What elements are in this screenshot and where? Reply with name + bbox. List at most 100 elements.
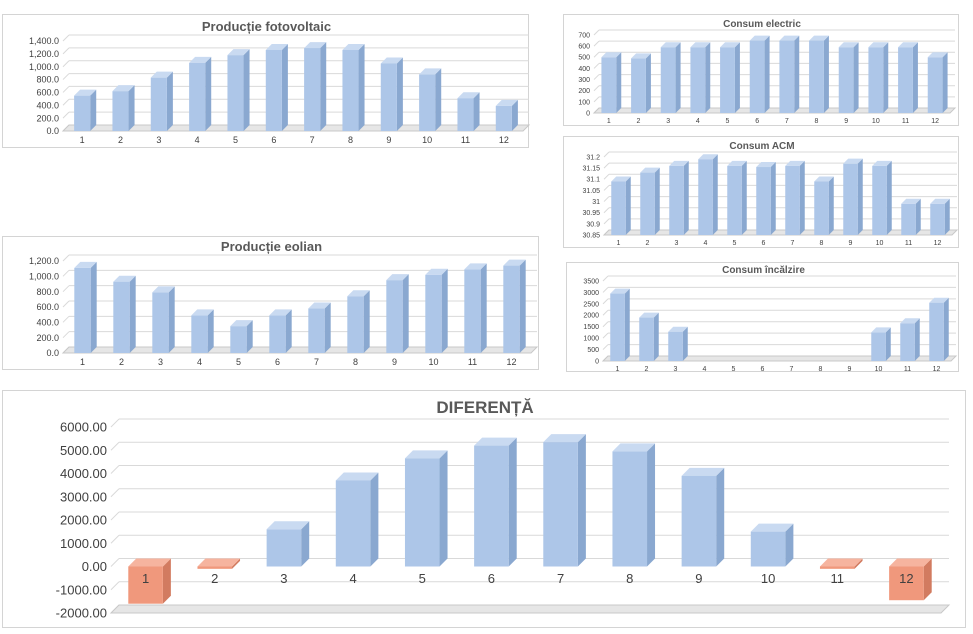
bar-face (750, 531, 786, 567)
chart-eolian: Producție eolian 0.0 200.0 400.0 600.0 800.0 1… (29, 239, 539, 367)
y-tick-label: 800.0 (36, 287, 59, 297)
x-tick-label: 6 (762, 240, 766, 247)
y-tick-label: 200.0 (36, 113, 59, 123)
x-tick-label: 4 (197, 357, 202, 367)
x-tick-label: 7 (790, 366, 794, 373)
bar-top (610, 288, 630, 294)
x-tick-label: 6 (755, 118, 759, 125)
y-tick-label: 3000 (583, 290, 599, 297)
x-tick-label: 12 (499, 135, 509, 145)
chart-floor (61, 346, 539, 354)
bar-face (112, 91, 129, 131)
x-tick-label: 1 (80, 357, 85, 367)
gridline-depth (602, 275, 609, 282)
bar-side (168, 286, 175, 353)
bar (342, 44, 365, 131)
x-tick-label: 11 (461, 135, 470, 145)
bar (900, 318, 920, 361)
x-tick-label: 3 (675, 240, 679, 247)
bar-side (162, 558, 171, 604)
bar-face (698, 159, 713, 235)
chart-floor (602, 229, 959, 236)
bar-top (749, 35, 770, 41)
gridline-depth (110, 418, 120, 428)
bar-side (923, 558, 932, 601)
bar-top (197, 558, 241, 567)
bar (191, 309, 214, 353)
x-tick-label: 3 (156, 135, 161, 145)
chart-title: Producție eolian (221, 239, 322, 254)
y-tick-label: 0 (586, 110, 590, 117)
x-tick-label: 8 (348, 135, 353, 145)
y-tick-label: 1,000.0 (29, 271, 59, 281)
x-tick-label: 9 (392, 357, 397, 367)
gridline-depth (62, 98, 70, 106)
x-tick-label: 8 (353, 357, 358, 367)
bar (889, 558, 932, 601)
gridline-depth (602, 298, 609, 305)
y-tick-label: 30.85 (582, 232, 600, 239)
bar-top (631, 53, 651, 59)
bar-face (727, 165, 742, 235)
chart-consum-incalzire: Consum încălzire 0 500 1000 1500 2000 2500 3000… (583, 265, 958, 373)
gridline-depth (603, 185, 610, 191)
y-tick-label: 3000.00 (60, 489, 107, 504)
y-tick-label: 0.0 (46, 126, 59, 136)
x-tick-label: 9 (849, 240, 853, 247)
gridline-depth (62, 254, 70, 262)
gridline-depth (62, 331, 70, 339)
bar-face (668, 331, 683, 361)
x-tick-label: 10 (875, 366, 883, 373)
bar (474, 437, 517, 567)
bar-face (404, 458, 440, 567)
bar (611, 176, 631, 235)
bar-side (883, 42, 889, 113)
bar-side (128, 85, 135, 131)
y-tick-label: 31.2 (586, 154, 600, 161)
x-tick-label: 10 (761, 571, 775, 586)
bar-top (838, 42, 859, 48)
y-tick-label: 1000.00 (60, 536, 107, 551)
bar-face (113, 281, 130, 353)
chart-title: Consum încălzire (722, 265, 805, 276)
bar-side (480, 263, 487, 353)
gridline-depth (593, 51, 600, 58)
y-tick-label: 3500 (583, 278, 599, 285)
bar-top (698, 154, 718, 160)
bar-side (682, 326, 688, 361)
y-tick-label: -1000.00 (56, 582, 107, 597)
bar-top (347, 290, 370, 297)
bar-top (419, 68, 442, 75)
bar-side (320, 42, 327, 131)
y-tick-label: 500 (578, 55, 590, 62)
x-tick-label: 10 (422, 135, 432, 145)
bar-side (886, 160, 892, 235)
x-tick-label: 5 (733, 240, 737, 247)
bar-side (205, 56, 212, 131)
x-tick-label: 10 (876, 240, 884, 247)
bar (669, 160, 689, 235)
bar-face (269, 315, 286, 353)
bar-face (681, 475, 717, 567)
y-tick-label: 600.0 (36, 302, 59, 312)
bar-side (647, 443, 656, 567)
bar-face (639, 317, 654, 361)
bar (901, 198, 921, 235)
bar-top (690, 42, 711, 48)
chart-panel-consum-incalzire: Consum încălzire 0 500 1000 1500 2000 2500 3000… (566, 262, 959, 373)
x-tick-label: 7 (314, 357, 319, 367)
gridline-depth (110, 558, 120, 567)
chart-panel-fotovoltaic: Producție fotovoltaic 0.0 200.0 400.0 600.0 8… (2, 14, 530, 148)
bar (425, 268, 448, 353)
bar-top (889, 558, 932, 567)
bar-top (872, 160, 892, 166)
bar-top (495, 99, 518, 106)
bar (930, 198, 950, 235)
bar (819, 558, 863, 569)
bar (779, 35, 800, 113)
bar (74, 89, 97, 131)
x-tick-label: 3 (674, 366, 678, 373)
bar-side (285, 309, 292, 353)
bar-top (819, 558, 863, 567)
bar-side (823, 35, 829, 113)
